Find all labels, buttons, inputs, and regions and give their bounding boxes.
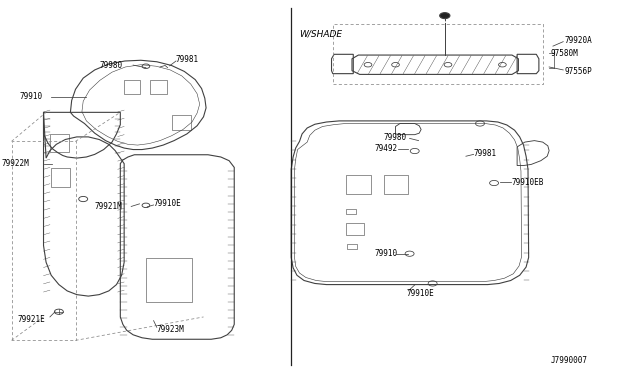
Bar [146,258,192,302]
Bar [172,115,191,130]
Bar [150,80,167,94]
Bar [124,80,140,94]
Text: 79910E: 79910E [406,289,434,298]
Bar [346,209,356,214]
Bar [384,175,408,194]
Text: 79921M: 79921M [95,202,122,211]
Text: W/SHADE: W/SHADE [300,30,342,39]
Bar [346,175,371,194]
Text: J7990007: J7990007 [550,356,588,365]
Bar [347,244,357,249]
Text: 79492: 79492 [374,144,397,153]
Text: 97556P: 97556P [564,67,592,76]
Text: 79910: 79910 [374,249,397,258]
Bar [50,134,69,152]
Text: 79923M: 79923M [157,325,184,334]
Text: 79921E: 79921E [18,315,45,324]
Text: 79920A: 79920A [564,36,592,45]
Text: 79922M: 79922M [1,159,29,168]
Text: 79981: 79981 [176,55,199,64]
Text: 79910E: 79910E [154,199,181,208]
Circle shape [440,13,450,19]
Text: 79981: 79981 [474,149,497,158]
Text: 97580M: 97580M [550,49,578,58]
Text: 79910: 79910 [19,92,42,101]
Bar [51,168,70,187]
Text: 79910EB: 79910EB [512,178,545,187]
Text: 79980: 79980 [384,133,407,142]
Text: 79980: 79980 [99,61,122,70]
Bar [346,223,364,235]
